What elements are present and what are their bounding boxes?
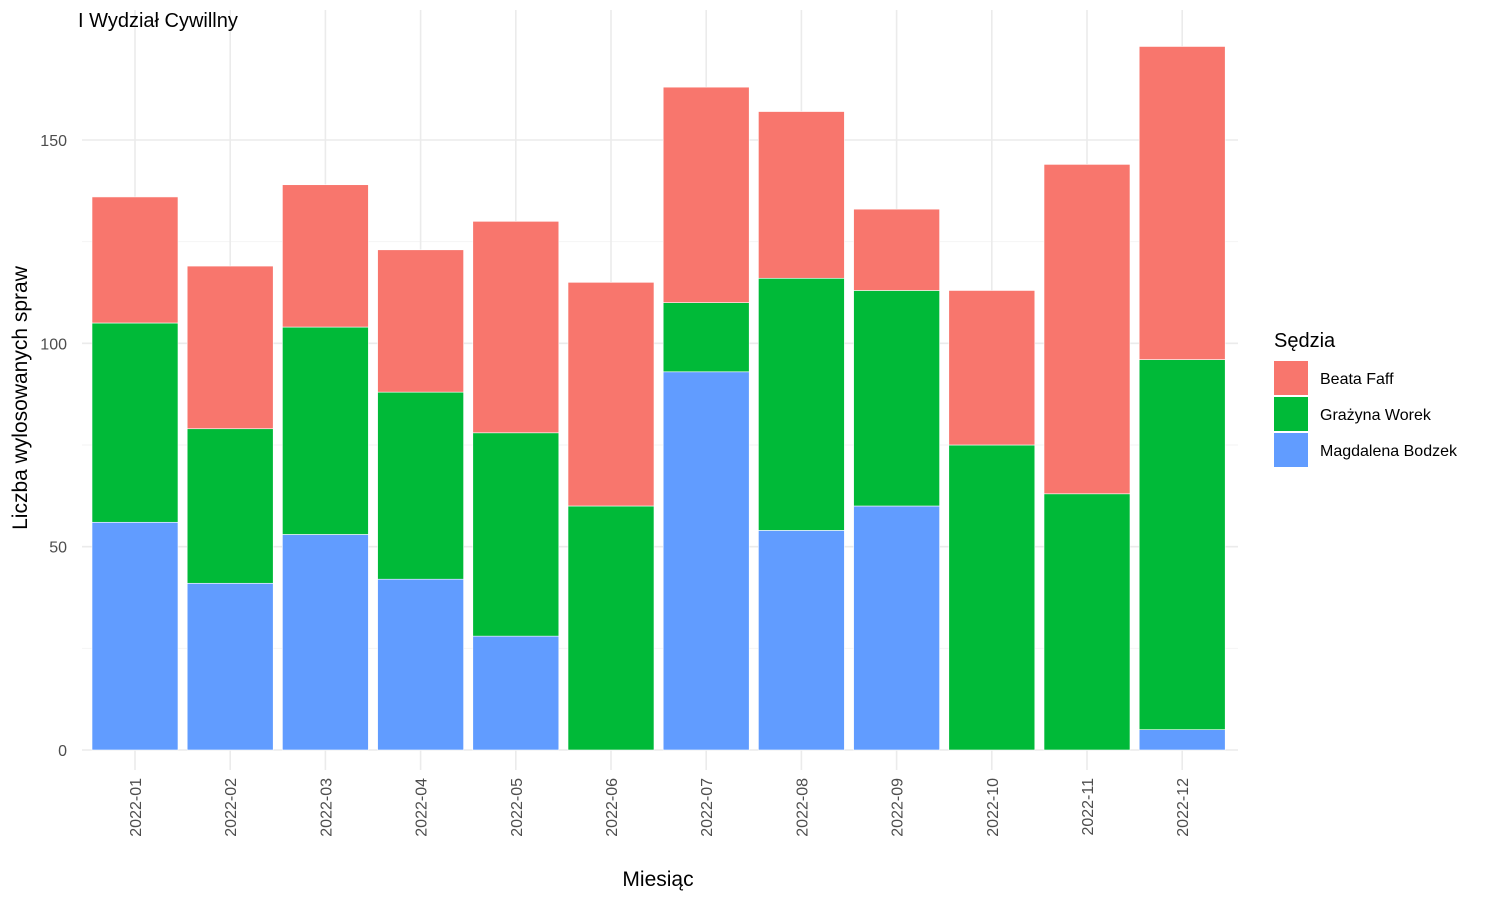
y-tick-label: 100: [40, 336, 67, 353]
legend-label: Grażyna Worek: [1320, 407, 1432, 424]
bar-beata-faff-2022-08: [758, 111, 845, 279]
bar-grazyna-worek-2022-03: [282, 326, 369, 535]
legend-key: [1274, 361, 1308, 395]
x-tick-label: 2022-06: [604, 778, 621, 837]
bar-grazyna-worek-2022-04: [377, 391, 464, 580]
x-tick-label: 2022-03: [318, 778, 335, 837]
bar-grazyna-worek-2022-10: [948, 444, 1036, 751]
bar-beata-faff-2022-07: [662, 86, 750, 303]
bar-magdalena-bodzek-2022-02: [186, 582, 274, 751]
x-tick-label: 2022-02: [223, 778, 240, 837]
bar-beata-faff-2022-09: [853, 208, 940, 291]
x-tick-label: 2022-05: [509, 778, 526, 837]
bar-grazyna-worek-2022-11: [1043, 493, 1131, 751]
bar-beata-faff-2022-11: [1043, 164, 1131, 495]
y-tick-label: 50: [49, 540, 67, 557]
bar-beata-faff-2022-05: [472, 221, 560, 434]
bar-magdalena-bodzek-2022-08: [758, 530, 845, 751]
bar-magdalena-bodzek-2022-07: [662, 371, 750, 751]
bar-magdalena-bodzek-2022-09: [853, 505, 940, 751]
legend-label: Magdalena Bodzek: [1320, 443, 1458, 460]
legend-key: [1274, 433, 1308, 467]
x-tick-label: 2022-09: [890, 778, 907, 837]
x-tick-label: 2022-01: [128, 778, 145, 837]
x-tick-label: 2022-11: [1080, 778, 1097, 836]
legend-key: [1274, 397, 1308, 431]
x-tick-label: 2022-12: [1175, 778, 1192, 837]
y-axis-title: Liczba wylosowanych spraw: [9, 265, 32, 530]
bar-magdalena-bodzek-2022-03: [282, 534, 369, 751]
bar-grazyna-worek-2022-07: [662, 302, 750, 373]
x-tick-label: 2022-08: [794, 778, 811, 837]
bar-grazyna-worek-2022-09: [853, 290, 940, 507]
bar-beata-faff-2022-03: [282, 184, 369, 328]
bar-grazyna-worek-2022-08: [758, 277, 845, 531]
bar-beata-faff-2022-02: [186, 265, 274, 430]
bars: [91, 46, 1226, 751]
bar-grazyna-worek-2022-12: [1138, 359, 1226, 730]
x-axis-ticks: 2022-01 2022-02 2022-03 2022-04 2022-05 2022-…: [128, 778, 1192, 837]
bar-beata-faff-2022-12: [1138, 46, 1226, 360]
bar-beata-faff-2022-01: [91, 196, 179, 324]
x-tick-label: 2022-07: [699, 778, 716, 837]
x-tick-label: 2022-04: [414, 778, 431, 837]
bar-grazyna-worek-2022-06: [567, 505, 655, 751]
y-tick-label: 150: [40, 133, 67, 150]
legend: Sędzia Beata Faff Grażyna Worek Magdalena …: [1274, 330, 1458, 467]
bar-beata-faff-2022-04: [377, 249, 464, 393]
x-tick-label: 2022-10: [985, 778, 1002, 837]
y-axis-ticks: 0 50 100 150: [40, 133, 67, 760]
bar-beata-faff-2022-10: [948, 290, 1036, 446]
chart-title: I Wydział Cywillny: [78, 10, 238, 32]
y-tick-label: 0: [58, 743, 67, 760]
bar-grazyna-worek-2022-01: [91, 322, 179, 523]
legend-label: Beata Faff: [1320, 371, 1394, 388]
bar-magdalena-bodzek-2022-01: [91, 521, 179, 751]
bar-magdalena-bodzek-2022-12: [1138, 729, 1226, 751]
legend-title: Sędzia: [1274, 330, 1336, 352]
bar-grazyna-worek-2022-02: [186, 428, 274, 584]
bar-magdalena-bodzek-2022-04: [377, 578, 464, 751]
bar-magdalena-bodzek-2022-05: [472, 635, 560, 751]
x-axis-title: Miesiąc: [622, 868, 693, 891]
bar-grazyna-worek-2022-05: [472, 432, 560, 637]
bar-beata-faff-2022-06: [567, 282, 655, 507]
